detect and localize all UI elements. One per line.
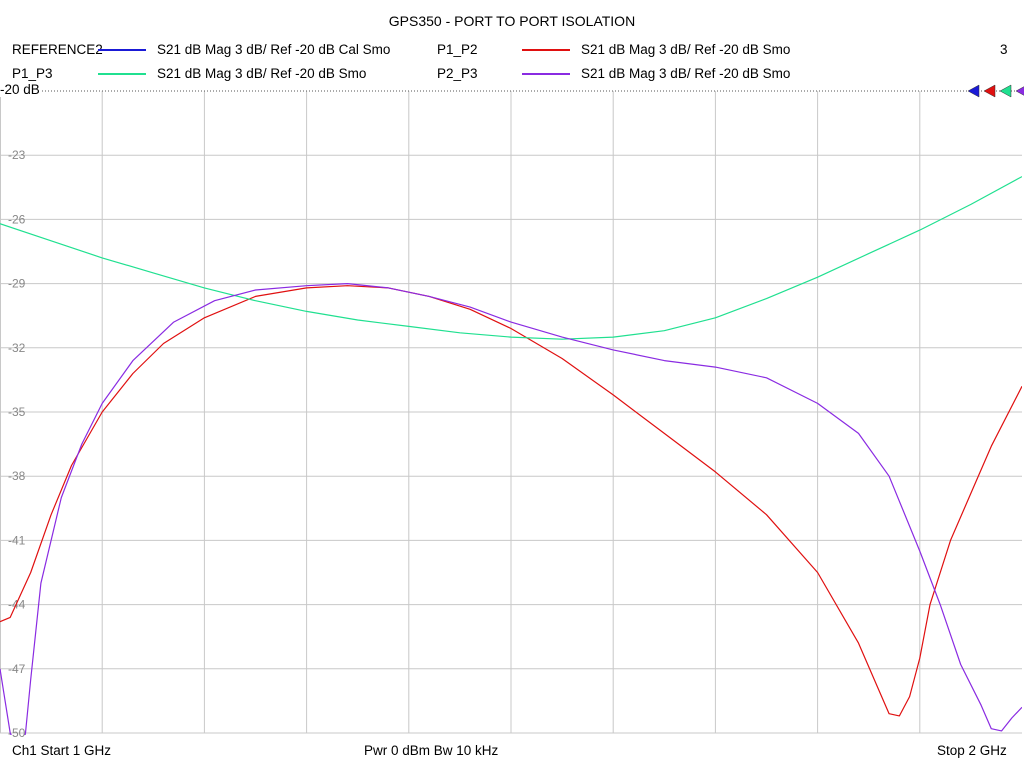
footer-start: Ch1 Start 1 GHz xyxy=(12,743,112,758)
ref-marker-p2-p3 xyxy=(1015,86,1024,96)
footer-power-bandwidth: Pwr 0 dBm Bw 10 kHz xyxy=(364,743,499,758)
legend-desc-p2-p3: S21 dB Mag 3 dB/ Ref -20 dB Smo xyxy=(581,66,791,81)
legend-swatch-p1-p2 xyxy=(522,49,570,51)
legend-name-reference2: REFERENCE2 xyxy=(12,42,103,57)
legend-desc-reference2: S21 dB Mag 3 dB/ Ref -20 dB Cal Smo xyxy=(157,42,391,57)
y-tick-label: -47 xyxy=(8,662,26,676)
y-tick-label: -44 xyxy=(8,598,26,612)
reference-level-label: -20 dB xyxy=(0,82,42,97)
y-tick-label: -38 xyxy=(8,469,26,483)
y-tick-label: -35 xyxy=(8,405,26,419)
legend-name-p2-p3: P2_P3 xyxy=(437,66,478,81)
ref-marker-reference2 xyxy=(967,84,980,98)
reference-markers xyxy=(967,84,1024,98)
legend-swatch-p1-p3 xyxy=(98,73,146,75)
legend-swatch-p2-p3 xyxy=(522,73,570,75)
legend-desc-p1-p2: S21 dB Mag 3 dB/ Ref -20 dB Smo xyxy=(581,42,791,57)
y-tick-label: -23 xyxy=(8,148,26,162)
chart-title: GPS350 - PORT TO PORT ISOLATION xyxy=(388,13,636,29)
grid xyxy=(0,91,1022,734)
series-line-p1-p3 xyxy=(0,176,1022,340)
footer-stop: Stop 2 GHz xyxy=(937,743,1007,758)
y-tick-label: -26 xyxy=(8,212,26,226)
legend-name-p1-p3: P1_P3 xyxy=(12,66,53,81)
legend-swatch-reference2 xyxy=(98,49,146,51)
y-tick-label: -29 xyxy=(8,277,26,291)
ref-marker-p1-p3 xyxy=(999,84,1012,98)
marker-count: 3 xyxy=(1000,42,1008,57)
series-lines xyxy=(0,176,1022,735)
ref-marker-p1-p2 xyxy=(983,84,996,98)
y-tick-label: -41 xyxy=(8,533,26,547)
series-line-p2-p3 xyxy=(0,283,1022,735)
legend-desc-p1-p3: S21 dB Mag 3 dB/ Ref -20 dB Smo xyxy=(157,66,367,81)
y-tick-labels: -23 -26 -29 -32 -35 -38 -41 -44 -47 -50 xyxy=(8,148,26,740)
y-tick-label: -32 xyxy=(8,341,26,355)
y-tick-label: -50 xyxy=(8,726,26,740)
series-line-p1-p2 xyxy=(0,285,1022,717)
legend-name-p1-p2: P1_P2 xyxy=(437,42,478,57)
